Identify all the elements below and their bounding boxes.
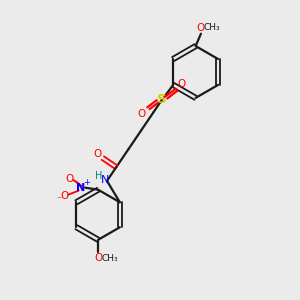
Text: O: O [94, 253, 102, 263]
Text: H: H [95, 171, 102, 181]
Text: ⁻: ⁻ [56, 196, 61, 206]
Text: CH₃: CH₃ [101, 254, 118, 262]
Text: S: S [157, 93, 167, 106]
Text: N: N [76, 183, 85, 193]
Text: N: N [101, 175, 110, 185]
Text: O: O [177, 79, 185, 89]
Text: CH₃: CH₃ [203, 23, 220, 32]
Text: O: O [61, 191, 69, 202]
Text: +: + [83, 178, 90, 187]
Text: O: O [197, 23, 205, 33]
Text: O: O [93, 149, 102, 160]
Text: O: O [65, 174, 74, 184]
Text: O: O [138, 109, 146, 119]
